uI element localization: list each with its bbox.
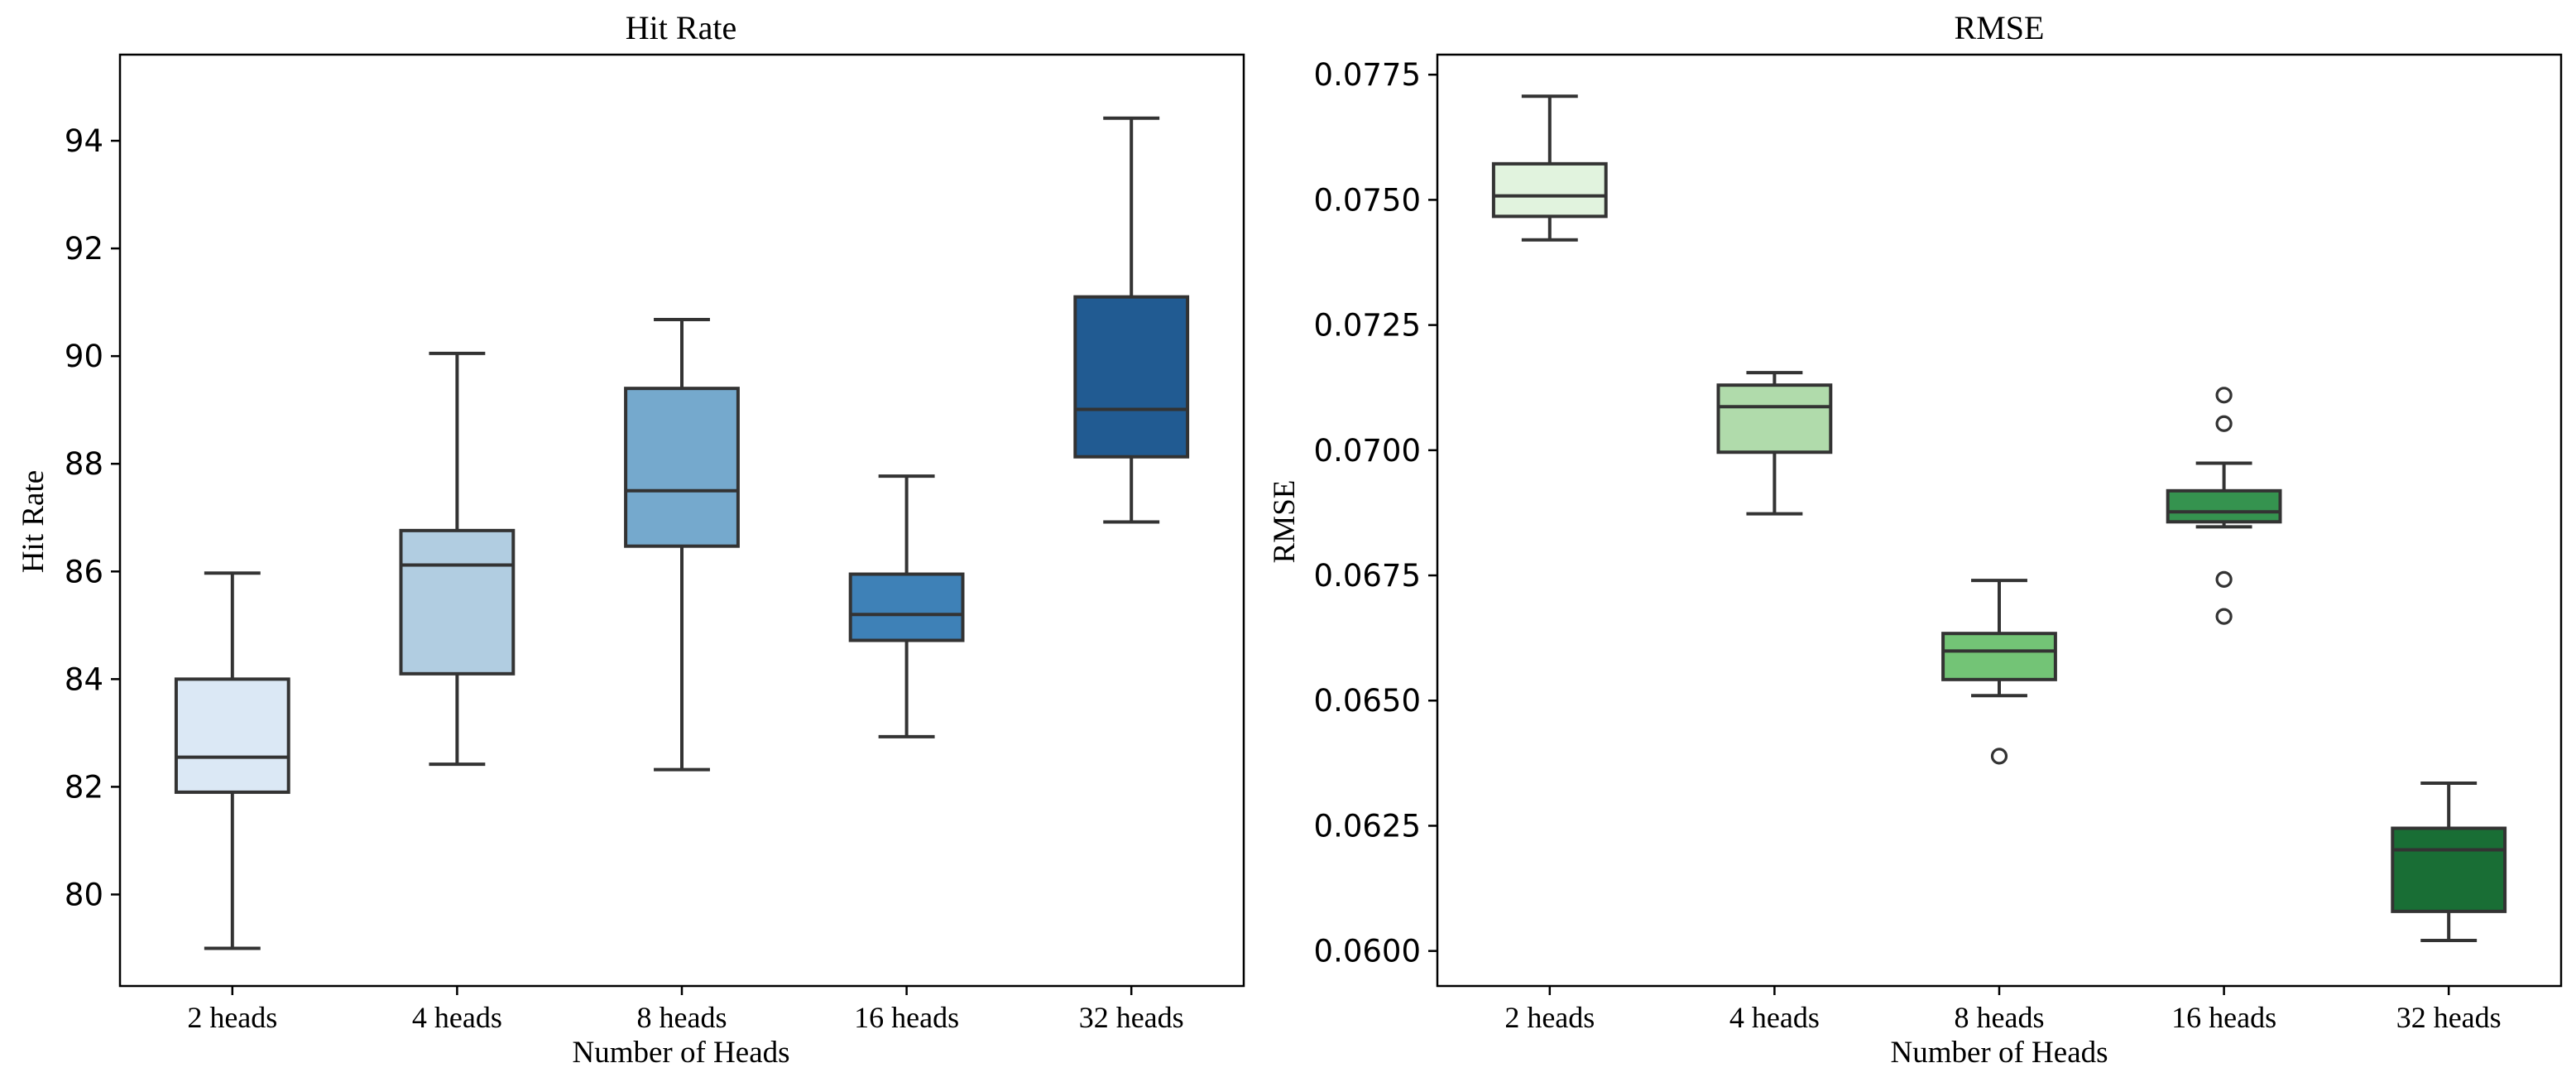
hit-rate-y-tick-label: 82 bbox=[65, 769, 103, 805]
rmse-y-tick-label: 0.0625 bbox=[1314, 808, 1421, 844]
rmse-box-4 bbox=[2166, 387, 2282, 625]
rmse-box-body bbox=[1491, 161, 1608, 219]
rmse-title: RMSE bbox=[1955, 9, 2045, 46]
rmse-box-body bbox=[1941, 632, 2057, 681]
rmse-x-axis-label: Number of Heads bbox=[1890, 1036, 2108, 1070]
hit-rate-y-axis-label: Hit Rate bbox=[17, 470, 50, 573]
hit-rate-x-ticks: 2 heads 4 heads 8 heads 16 heads 32 heads bbox=[187, 986, 1184, 1034]
hit-rate-box-body bbox=[624, 387, 740, 548]
hit-rate-panel: Hit Rate Hit Rate Number of Heads 80 82 84… bbox=[17, 9, 1245, 1070]
rmse-x-tick-label: 8 heads bbox=[1955, 1001, 2045, 1034]
rmse-box-5 bbox=[2391, 782, 2507, 942]
rmse-y-tick-label: 0.0675 bbox=[1314, 558, 1421, 594]
hit-rate-x-axis-label: Number of Heads bbox=[572, 1036, 789, 1070]
hit-rate-box-body bbox=[1073, 295, 1190, 459]
rmse-x-ticks: 2 heads 4 heads 8 heads 16 heads 32 heads bbox=[1504, 986, 2502, 1034]
rmse-y-tick-label: 0.0725 bbox=[1314, 308, 1421, 344]
hit-rate-boxes bbox=[174, 116, 1190, 950]
rmse-boxes bbox=[1491, 94, 2507, 942]
hit-rate-x-tick-label: 2 heads bbox=[187, 1001, 277, 1034]
hit-rate-box-body bbox=[399, 528, 516, 676]
rmse-box-2 bbox=[1716, 371, 1833, 516]
hit-rate-y-tick-label: 84 bbox=[65, 661, 103, 697]
hit-rate-y-tick-label: 92 bbox=[65, 231, 103, 267]
hit-rate-y-tick-label: 80 bbox=[65, 877, 103, 912]
rmse-y-tick-label: 0.0750 bbox=[1314, 182, 1421, 218]
hit-rate-box-4 bbox=[848, 474, 965, 738]
hit-rate-y-tick-label: 90 bbox=[65, 339, 103, 374]
rmse-x-tick-label: 4 heads bbox=[1729, 1001, 1820, 1034]
rmse-plot-frame bbox=[1436, 53, 2563, 988]
hit-rate-y-ticks: 80 82 84 86 88 90 92 94 bbox=[65, 123, 120, 912]
rmse-y-axis-label: RMSE bbox=[1268, 480, 1302, 564]
rmse-box-1 bbox=[1491, 94, 1608, 242]
hit-rate-y-tick-label: 86 bbox=[65, 554, 103, 589]
hit-rate-box-5 bbox=[1073, 116, 1190, 524]
hit-rate-box-body bbox=[848, 572, 965, 642]
hit-rate-box-2 bbox=[399, 351, 516, 767]
rmse-box-body bbox=[2391, 826, 2507, 913]
rmse-y-ticks: 0.0600 0.0625 0.0650 0.0675 0.0700 0.0725 0.07… bbox=[1314, 57, 1437, 969]
hit-rate-y-tick-label: 94 bbox=[65, 123, 103, 159]
hit-rate-title: Hit Rate bbox=[626, 9, 736, 46]
rmse-outlier-point bbox=[2215, 387, 2233, 404]
rmse-outlier-point bbox=[2215, 570, 2233, 588]
rmse-y-tick-label: 0.0700 bbox=[1314, 433, 1421, 469]
hit-rate-y-tick-label: 88 bbox=[65, 446, 103, 482]
rmse-box-3 bbox=[1941, 579, 2057, 765]
rmse-y-tick-label: 0.0775 bbox=[1314, 57, 1421, 93]
hit-rate-plot-frame bbox=[118, 53, 1245, 988]
hit-rate-box-1 bbox=[174, 571, 290, 950]
rmse-box-body bbox=[1716, 383, 1833, 455]
rmse-y-tick-label: 0.0650 bbox=[1314, 683, 1421, 719]
hit-rate-box-3 bbox=[624, 317, 740, 772]
hit-rate-x-tick-label: 4 heads bbox=[412, 1001, 502, 1034]
hit-rate-x-tick-label: 32 heads bbox=[1079, 1001, 1184, 1034]
rmse-panel: RMSE RMSE Number of Heads 0.06000.06250.… bbox=[1268, 9, 2563, 1070]
hit-rate-box-body bbox=[174, 677, 290, 794]
rmse-x-tick-label: 16 heads bbox=[2171, 1001, 2276, 1034]
rmse-outlier-point bbox=[1990, 748, 2008, 765]
rmse-box-body bbox=[2166, 488, 2282, 524]
hit-rate-x-tick-label: 8 heads bbox=[637, 1001, 727, 1034]
rmse-x-tick-label: 32 heads bbox=[2396, 1001, 2502, 1034]
rmse-y-tick-label: 0.0600 bbox=[1314, 934, 1421, 969]
rmse-x-tick-label: 2 heads bbox=[1504, 1001, 1595, 1034]
hit-rate-x-tick-label: 16 heads bbox=[854, 1001, 959, 1034]
rmse-outlier-point bbox=[2215, 608, 2233, 625]
rmse-outlier-point bbox=[2215, 415, 2233, 432]
